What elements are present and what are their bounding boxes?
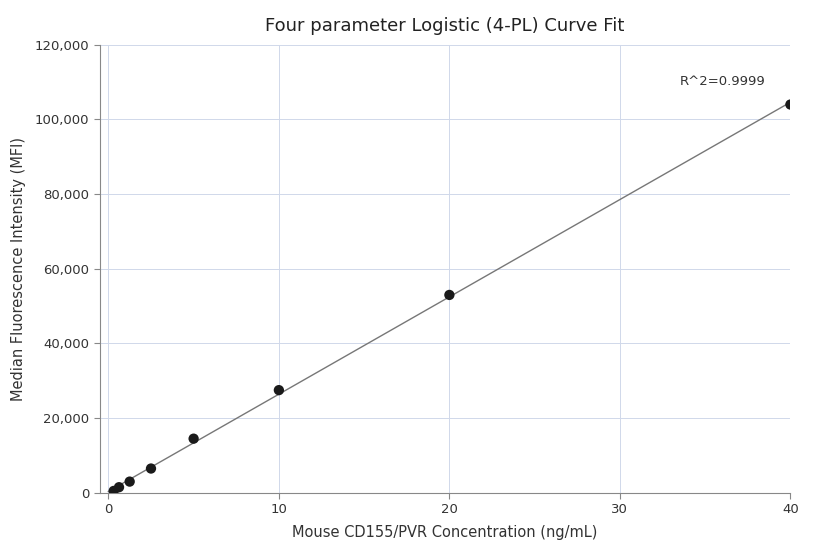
Point	[272, 386, 285, 395]
Text: R^2=0.9999: R^2=0.9999	[680, 74, 765, 88]
Point	[784, 100, 797, 109]
Point	[123, 477, 136, 486]
Point	[187, 434, 201, 443]
Point	[107, 487, 121, 496]
Point	[112, 483, 126, 492]
Title: Four parameter Logistic (4-PL) Curve Fit: Four parameter Logistic (4-PL) Curve Fit	[265, 17, 625, 35]
X-axis label: Mouse CD155/PVR Concentration (ng/mL): Mouse CD155/PVR Concentration (ng/mL)	[292, 525, 598, 539]
Point	[443, 291, 456, 300]
Y-axis label: Median Fluorescence Intensity (MFI): Median Fluorescence Intensity (MFI)	[12, 137, 27, 401]
Point	[144, 464, 157, 473]
